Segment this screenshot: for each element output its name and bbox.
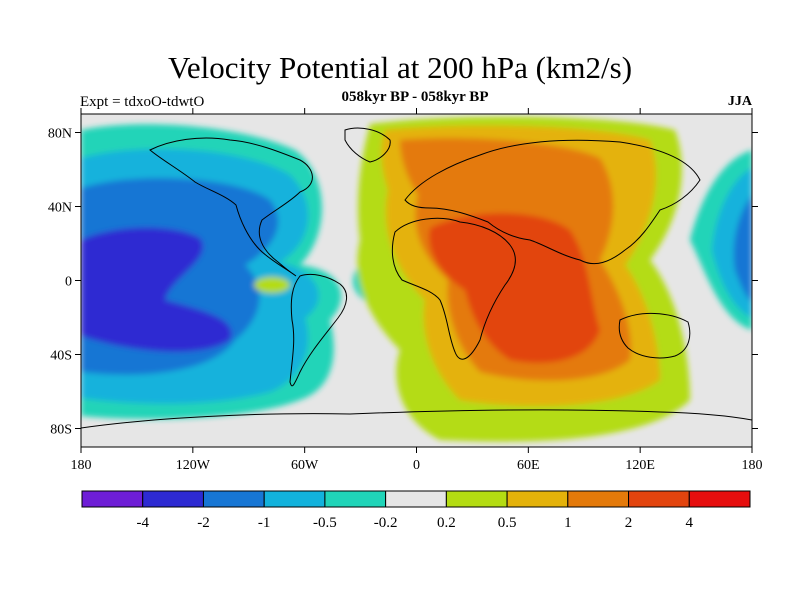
colorbar-label: 4 [686, 515, 694, 531]
colorbar-label: -0.2 [374, 515, 398, 531]
coastline-south-america [289, 273, 347, 387]
colorbar-label: -1 [258, 515, 271, 531]
colorbar-swatch [506, 490, 569, 508]
lon-tick-label: 180 [71, 458, 92, 473]
colorbar-label: -4 [136, 515, 149, 531]
colorbar-label: 0.5 [498, 515, 517, 531]
season-label: JJA [727, 94, 752, 109]
lon-tick-label: 180 [742, 458, 763, 473]
plot-title: Velocity Potential at 200 hPa (km2/s) [167, 50, 633, 85]
lat-tick-label: 80S [50, 423, 72, 438]
colorbar-swatch [688, 490, 751, 508]
colorbar-swatch [385, 490, 447, 508]
colorbar-swatch [445, 490, 508, 508]
colorbar-swatch [202, 490, 265, 508]
contour-band-africa-red [429, 213, 600, 363]
lat-tick-label: 0 [65, 275, 72, 290]
coastline-eurasia [404, 139, 701, 265]
colorbar-label: 1 [564, 515, 572, 531]
experiment-label: Expt = tdxoO-tdwtO [80, 94, 205, 110]
colorbar-swatch [81, 490, 144, 508]
colorbar-label: 0.2 [437, 515, 456, 531]
lon-tick-label: 60E [517, 458, 540, 473]
coastline-australia [618, 312, 691, 359]
colorbar-swatch [567, 490, 630, 508]
coastlines [81, 127, 752, 429]
colorbar-swatch [324, 490, 387, 508]
latitude-axis: 80N 40N 0 40S 80S [48, 127, 758, 438]
lat-tick-label: 80N [48, 127, 72, 142]
contour-band-pacific-darkblue [81, 227, 232, 352]
contour-band-eastpacific-green [254, 277, 290, 293]
colorbar-label: -2 [197, 515, 210, 531]
coastline-north-america [149, 137, 313, 277]
lat-tick-label: 40N [48, 201, 72, 216]
coastline-africa [391, 217, 516, 360]
lon-tick-label: 60W [291, 458, 319, 473]
colorbar-label: 2 [625, 515, 633, 531]
lon-tick-label: 0 [413, 458, 420, 473]
colorbar-label: -0.5 [313, 515, 337, 531]
lon-tick-label: 120W [176, 458, 211, 473]
contour-field [81, 114, 752, 447]
lat-tick-label: 40S [50, 349, 72, 364]
colorbar-swatch [628, 490, 690, 508]
lon-tick-label: 120E [625, 458, 655, 473]
colorbar-swatch [263, 490, 326, 508]
colorbar-swatch [142, 490, 204, 508]
coastline-antarctica [81, 409, 752, 429]
colorbar: -4 -2 -1 -0.5 -0.2 0.2 0.5 1 2 4 [81, 490, 751, 531]
plot-subtitle: 058kyr BP - 058kyr BP [341, 89, 489, 105]
coastline-greenland [344, 127, 391, 163]
longitude-axis: 180 120W 60W 0 60E 120E 180 [71, 108, 763, 473]
contour-band-westpacific-blue [733, 195, 752, 302]
